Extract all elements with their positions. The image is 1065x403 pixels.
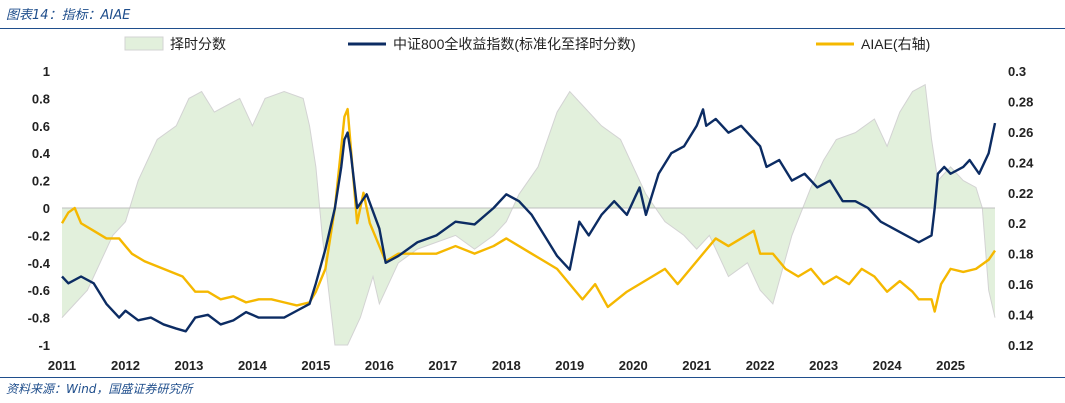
x-tick-label: 2014 (238, 358, 268, 373)
y-left-tick-label: -0.6 (28, 283, 50, 298)
timing-score-outline (61, 83, 996, 346)
plot-area (60, 83, 997, 346)
legend-label: 中证800全收益指数(标准化至择时分数) (393, 36, 636, 52)
y-right-tick-label: 0.24 (1008, 155, 1034, 170)
x-tick-label: 2025 (936, 358, 965, 373)
legend-label: AIAE(右轴) (861, 36, 930, 52)
y-right-tick-label: 0.12 (1008, 338, 1033, 353)
timing-score-area (62, 84, 995, 345)
y-left-tick-label: -0.2 (28, 228, 50, 243)
axes: 1 0.8 0.6 0.4 0.2 0 -0.2 -0.4 -0.6 -0.8 -1 0.3 0.28 0… (28, 64, 1034, 373)
legend-swatch-timing-score (124, 36, 164, 51)
y-right-tick-label: 0.18 (1008, 247, 1033, 262)
x-tick-label: 2012 (111, 358, 140, 373)
figure-title: 图表14：指标：AIAE (6, 8, 131, 23)
x-tick-label: 2015 (301, 358, 330, 373)
y-left-tick-label: 0.2 (32, 174, 50, 189)
x-tick-label: 2018 (492, 358, 521, 373)
top-rule (0, 28, 1065, 29)
y-right-tick-label: 0.26 (1008, 125, 1033, 140)
y-left-tick-label: -1 (38, 338, 50, 353)
x-tick-label: 2020 (619, 358, 648, 373)
csi800-line (61, 108, 997, 333)
legend-label: 择时分数 (170, 36, 226, 52)
y-right-tick-label: 0.3 (1008, 64, 1026, 79)
y-right-tick-label: 0.16 (1008, 277, 1033, 292)
y-right-tick-label: 0.14 (1008, 308, 1034, 323)
y-right-tick-label: 0.22 (1008, 186, 1033, 201)
aiae-line (60, 107, 996, 313)
x-tick-label: 2019 (555, 358, 584, 373)
x-tick-label: 2021 (682, 358, 711, 373)
legend: 择时分数 中证800全收益指数(标准化至择时分数) AIAE(右轴) (124, 36, 930, 52)
x-tick-label: 2013 (174, 358, 203, 373)
y-left-tick-label: -0.8 (28, 311, 50, 326)
y-left-tick-label: 1 (43, 64, 50, 79)
y-left-tick-label: 0.8 (32, 91, 50, 106)
y-left-tick-label: 0.6 (32, 119, 50, 134)
x-tick-label: 2024 (873, 358, 903, 373)
y-right-tick-label: 0.28 (1008, 94, 1033, 109)
y-left-tick-label: 0.4 (32, 146, 51, 161)
bottom-rule (0, 377, 1065, 378)
x-tick-label: 2023 (809, 358, 838, 373)
source-note: 资料来源：Wind，国盛证券研究所 (6, 382, 193, 396)
x-tick-label: 2016 (365, 358, 394, 373)
x-tick-label: 2022 (746, 358, 775, 373)
x-tick-label: 2017 (428, 358, 457, 373)
x-tick-label: 2011 (48, 358, 76, 373)
y-right-tick-label: 0.2 (1008, 216, 1026, 231)
y-left-tick-label: 0 (43, 201, 50, 216)
y-left-tick-label: -0.4 (28, 256, 51, 271)
